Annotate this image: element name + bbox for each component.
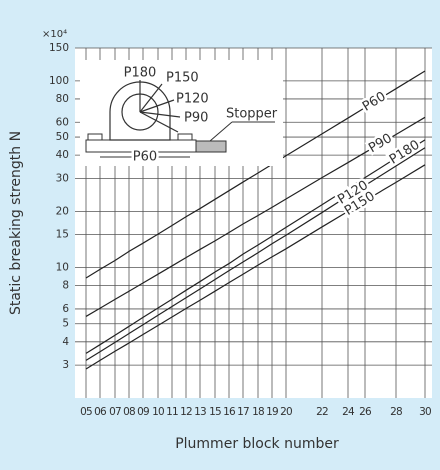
y-tick-label: 150	[49, 42, 69, 54]
x-tick-label: 24	[342, 406, 355, 418]
x-tick-label: 12	[180, 406, 192, 418]
x-tick-label: 10	[152, 406, 164, 418]
y-axis-label: Static breaking strength N	[8, 131, 24, 315]
x-tick-label: 28	[390, 406, 402, 418]
x-tick-label: 26	[359, 406, 372, 418]
data-line	[85, 70, 426, 279]
bolt	[177, 133, 193, 141]
x-tick-label: 15	[209, 406, 221, 418]
y-tick-label: 20	[56, 205, 69, 217]
x-tick-label: 30	[419, 406, 431, 418]
y-tick-label: 15	[56, 229, 69, 241]
x-tick-label: 22	[316, 406, 328, 418]
x-tick-label: 11	[166, 406, 178, 418]
y-tick-label: 50	[56, 131, 69, 143]
inset-diagram: P180 P150 P120 P90 P60 Stopper	[80, 60, 283, 167]
bolt	[87, 133, 103, 141]
y-tick-label: 30	[56, 172, 69, 184]
y-tick-label: 3	[62, 359, 69, 371]
inset-label: Stopper	[226, 107, 278, 122]
x-tick-label: 19	[266, 406, 278, 418]
data-line	[85, 147, 426, 361]
inset-label: P180	[124, 66, 157, 81]
inset-label: P150	[166, 71, 199, 86]
x-tick-label: 13	[194, 406, 206, 418]
x-tick-label: 09	[137, 406, 149, 418]
data-line	[85, 139, 426, 354]
stopper	[195, 140, 227, 153]
y-tick-label: 6	[62, 303, 69, 315]
y-tick-label: 5	[62, 318, 69, 330]
x-axis-label: Plummer block number	[175, 436, 339, 452]
y-tick-label: 100	[49, 75, 69, 87]
y-tick-label: 80	[56, 93, 69, 105]
x-tick-label: 08	[123, 406, 135, 418]
data-line	[85, 164, 426, 370]
leader	[209, 121, 233, 142]
x-tick-label: 17	[237, 406, 249, 418]
x-tick-label: 18	[252, 406, 264, 418]
data-line	[85, 116, 426, 317]
y-tick-label: 8	[62, 280, 69, 292]
y-tick-label: 10	[56, 262, 69, 274]
x-tick-label: 20	[280, 406, 292, 418]
y-tick-label: 60	[56, 116, 69, 128]
force-arrows	[139, 80, 181, 133]
x-tick-label: 16	[223, 406, 236, 418]
x-tick-label: 05	[80, 406, 92, 418]
x-tick-label: 07	[109, 406, 121, 418]
x-tick-label: 06	[94, 406, 107, 418]
inset-label: P120	[176, 92, 209, 107]
y-tick-label: 40	[56, 149, 69, 161]
inset-label: P90	[184, 111, 208, 126]
y-unit: ×10⁴	[42, 29, 67, 40]
y-tick-label: 4	[62, 336, 69, 348]
inset-label: P60	[133, 150, 157, 165]
